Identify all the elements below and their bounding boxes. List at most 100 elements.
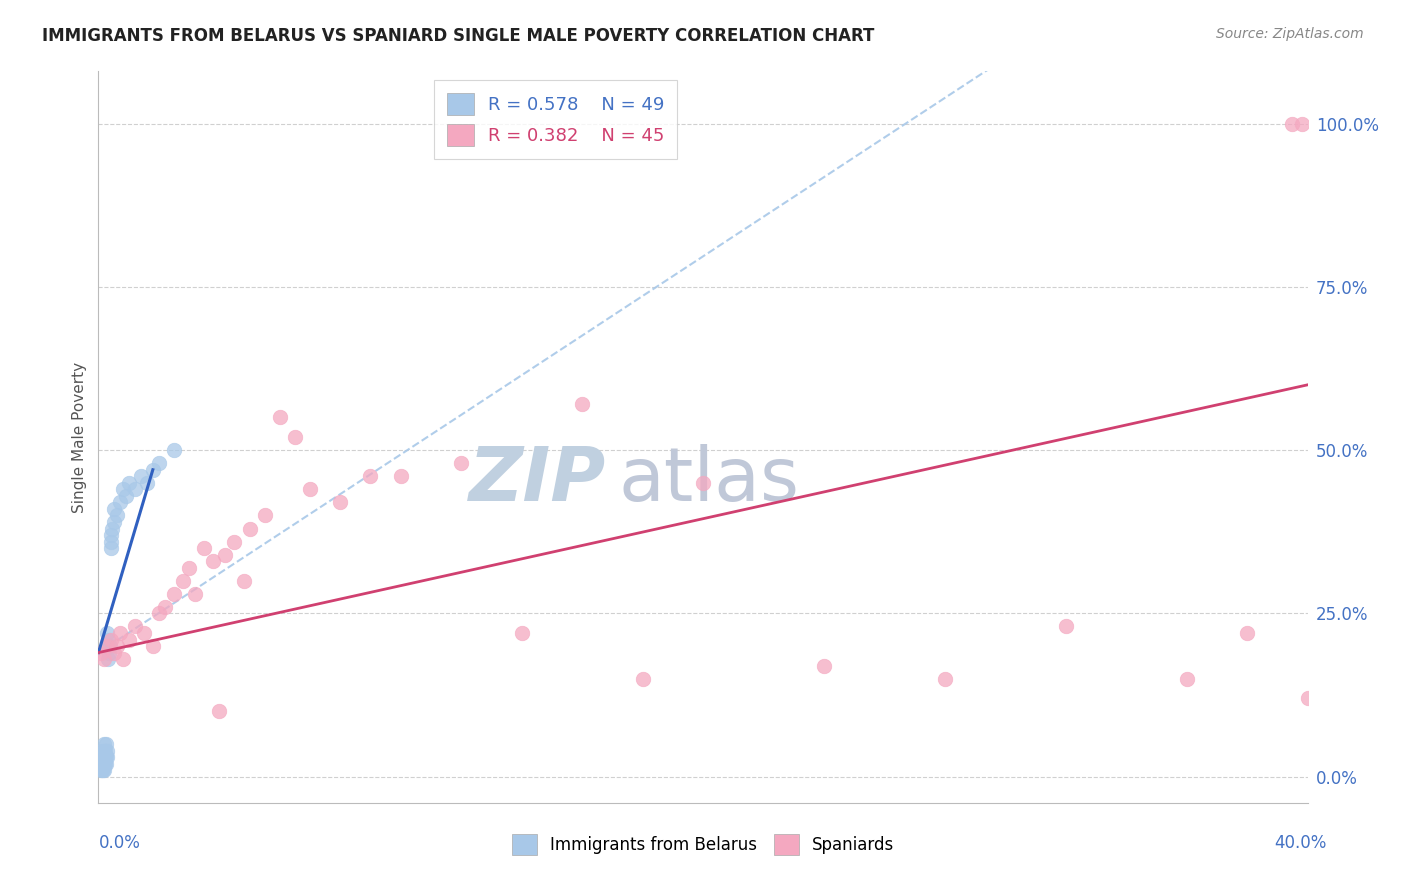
Point <box>105 639 128 653</box>
Point <box>193 541 215 555</box>
Point <box>232 574 254 588</box>
Point <box>108 626 131 640</box>
Point <box>94 756 117 771</box>
Point <box>153 599 176 614</box>
Point <box>163 587 186 601</box>
Point <box>934 672 956 686</box>
Point <box>100 632 122 647</box>
Point <box>97 632 120 647</box>
Text: atlas: atlas <box>619 444 800 517</box>
Text: ZIP: ZIP <box>470 444 606 517</box>
Point <box>93 756 115 771</box>
Point <box>142 639 165 653</box>
Point <box>360 469 382 483</box>
Point <box>389 469 412 483</box>
Point <box>284 430 307 444</box>
Point <box>135 475 157 490</box>
Point <box>329 495 352 509</box>
Point <box>96 639 118 653</box>
Point <box>103 646 125 660</box>
Point <box>96 743 118 757</box>
Point <box>111 483 134 497</box>
Point <box>108 495 131 509</box>
Point <box>94 743 117 757</box>
Point <box>510 626 533 640</box>
Point <box>148 456 170 470</box>
Point <box>172 574 194 588</box>
Point <box>299 483 322 497</box>
Y-axis label: Single Male Poverty: Single Male Poverty <box>72 361 87 513</box>
Point <box>90 756 112 771</box>
Point <box>90 750 112 764</box>
Point <box>103 502 125 516</box>
Point <box>98 646 121 660</box>
Point <box>239 521 262 535</box>
Point <box>111 652 134 666</box>
Point <box>100 528 122 542</box>
Point <box>91 763 114 777</box>
Point <box>89 756 111 771</box>
Point <box>93 750 115 764</box>
Point <box>100 534 122 549</box>
Point <box>132 626 155 640</box>
Point <box>1175 672 1198 686</box>
Point <box>253 508 276 523</box>
Point <box>90 763 112 777</box>
Point <box>1296 691 1319 706</box>
Point <box>93 737 115 751</box>
Point <box>90 646 112 660</box>
Point <box>1281 117 1303 131</box>
Point <box>96 639 118 653</box>
Point <box>91 750 114 764</box>
Point <box>179 560 201 574</box>
Point <box>124 483 146 497</box>
Text: 0.0%: 0.0% <box>98 834 141 852</box>
Point <box>94 750 117 764</box>
Point <box>103 515 125 529</box>
Text: 40.0%: 40.0% <box>1274 834 1327 852</box>
Point <box>93 756 115 771</box>
Text: IMMIGRANTS FROM BELARUS VS SPANIARD SINGLE MALE POVERTY CORRELATION CHART: IMMIGRANTS FROM BELARUS VS SPANIARD SING… <box>42 27 875 45</box>
Point <box>214 548 236 562</box>
Point <box>96 756 118 771</box>
Point <box>96 750 118 764</box>
Point <box>93 763 115 777</box>
Point <box>93 652 115 666</box>
Point <box>97 652 120 666</box>
Point <box>224 534 246 549</box>
Point <box>142 463 165 477</box>
Point <box>1236 626 1258 640</box>
Point <box>105 508 128 523</box>
Point <box>813 658 835 673</box>
Point <box>124 619 146 633</box>
Point <box>692 475 714 490</box>
Point <box>269 410 291 425</box>
Point <box>101 521 124 535</box>
Legend: R = 0.578    N = 49, R = 0.382    N = 45: R = 0.578 N = 49, R = 0.382 N = 45 <box>434 80 678 159</box>
Point <box>118 632 141 647</box>
Point <box>148 607 170 621</box>
Point <box>98 639 121 653</box>
Point <box>571 397 593 411</box>
Point <box>94 750 117 764</box>
Point <box>1291 117 1313 131</box>
Point <box>184 587 207 601</box>
Point <box>1054 619 1077 633</box>
Point <box>208 705 231 719</box>
Point <box>94 737 117 751</box>
Point <box>631 672 654 686</box>
Point <box>450 456 472 470</box>
Point <box>91 750 114 764</box>
Legend: Immigrants from Belarus, Spaniards: Immigrants from Belarus, Spaniards <box>505 828 901 862</box>
Point <box>93 743 115 757</box>
Point <box>129 469 152 483</box>
Point <box>91 756 114 771</box>
Text: Source: ZipAtlas.com: Source: ZipAtlas.com <box>1216 27 1364 41</box>
Point <box>91 763 114 777</box>
Point <box>202 554 225 568</box>
Point <box>163 443 186 458</box>
Point <box>114 489 136 503</box>
Point <box>90 756 112 771</box>
Point <box>118 475 141 490</box>
Point <box>91 756 114 771</box>
